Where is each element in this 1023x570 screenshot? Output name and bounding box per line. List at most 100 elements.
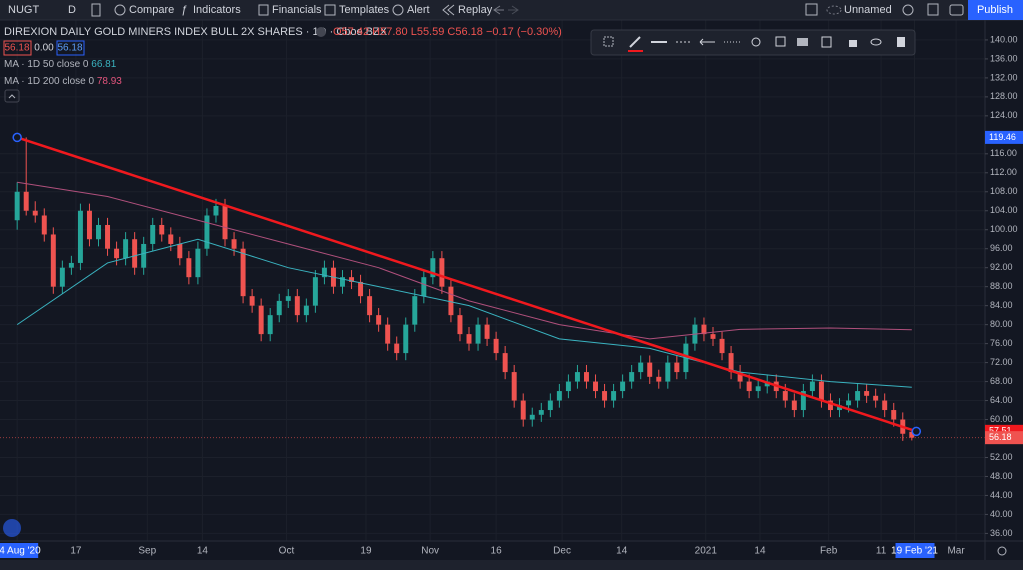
y-tick-label: 112.00	[990, 167, 1017, 177]
hide-tool[interactable]	[870, 38, 882, 46]
candle-body	[710, 334, 716, 339]
compare-button[interactable]: Compare	[129, 4, 174, 16]
delete-tool[interactable]	[897, 37, 905, 47]
candle-body	[276, 300, 282, 316]
candle-body	[303, 305, 309, 316]
axis-settings[interactable]	[997, 546, 1007, 556]
candle-body	[421, 277, 427, 297]
x-tick-label: 04 Aug '20	[0, 546, 41, 557]
visibility-toggle[interactable]	[316, 27, 326, 37]
x-tick-label: Sep	[138, 546, 156, 557]
publish-label: Publish	[977, 4, 1013, 16]
candle-body	[800, 391, 806, 411]
y-tick-label: 68.00	[990, 376, 1013, 386]
candle-body	[59, 267, 65, 287]
publish-button[interactable]	[968, 0, 1023, 20]
candle-body	[846, 400, 852, 406]
bid-box[interactable]	[3, 40, 32, 56]
ask: 56.18	[57, 43, 82, 54]
trendline-handle	[911, 426, 922, 437]
candle-body	[909, 431, 915, 438]
settings-icon[interactable]	[902, 4, 914, 16]
symbol[interactable]: NUGT	[8, 4, 39, 16]
low: L55.59	[411, 26, 445, 38]
candle-body	[629, 372, 635, 382]
candle-body	[864, 391, 870, 396]
price-label-box	[985, 130, 1023, 144]
settings-tool[interactable]	[751, 37, 761, 47]
candle-body	[665, 362, 671, 382]
replay-button[interactable]: Replay	[458, 4, 493, 16]
extend-tool[interactable]	[699, 38, 715, 46]
candle-body	[475, 324, 481, 344]
layout-icon[interactable]	[805, 3, 818, 16]
ma200-value: 78.93	[97, 76, 122, 87]
time-highlight	[0, 543, 39, 558]
candle-body	[764, 381, 770, 387]
chart-type-icon[interactable]	[91, 3, 101, 17]
y-tick-label: 84.00	[990, 300, 1013, 310]
line-color-tool[interactable]	[629, 36, 641, 48]
candle-body	[123, 239, 129, 259]
candle-body	[213, 206, 219, 216]
candle-body	[827, 400, 833, 411]
indicators-button[interactable]: Indicators	[193, 4, 241, 16]
y-tick-label: 128.00	[990, 91, 1018, 101]
alert-button[interactable]: Alert	[407, 4, 430, 16]
redo-icon[interactable]	[508, 5, 519, 15]
candle-body	[728, 353, 734, 373]
visual-order-tool[interactable]	[797, 38, 808, 46]
candle-body	[448, 286, 454, 316]
ma50-value: 66.81	[91, 59, 116, 70]
ma200-name: MA · 1D 200 close 0	[4, 76, 94, 87]
close: C56.18	[447, 26, 482, 38]
y-tick-label: 80.00	[990, 319, 1013, 329]
candle-body	[222, 206, 228, 240]
template-tool[interactable]	[603, 36, 614, 47]
clone-tool[interactable]	[821, 36, 832, 48]
undo-icon[interactable]	[493, 5, 504, 15]
fullscreen-icon[interactable]	[927, 3, 939, 16]
ma50-label: MA · 1D 50 close 0 66.81	[4, 59, 117, 70]
templates-icon	[324, 4, 336, 16]
candle-body	[502, 353, 508, 373]
plot	[0, 20, 985, 541]
ask-box[interactable]	[56, 40, 85, 56]
candle-body	[538, 410, 544, 415]
y-tick-label: 48.00	[990, 471, 1013, 481]
x-tick-label: 14	[197, 546, 209, 557]
candle-body	[547, 400, 553, 411]
lock-tool[interactable]	[849, 40, 857, 47]
open: O57.42	[333, 26, 369, 38]
layout-name[interactable]: Unnamed	[844, 4, 892, 16]
interval[interactable]: D	[68, 4, 76, 16]
candle-body	[32, 210, 38, 216]
y-tick-label: 92.00	[990, 262, 1013, 272]
candle-body	[574, 372, 580, 382]
candle-body	[818, 381, 824, 401]
collapse-icon	[8, 94, 16, 99]
candle-body	[701, 324, 707, 335]
candle-body	[439, 258, 445, 287]
collapse-button[interactable]	[4, 89, 20, 103]
trendline	[16, 136, 917, 433]
logo[interactable]	[3, 519, 21, 537]
ma-line	[17, 181, 912, 340]
alert-tool[interactable]	[775, 36, 786, 47]
templates-button[interactable]: Templates	[339, 4, 390, 16]
candle-body	[186, 258, 192, 278]
candle-body	[385, 324, 391, 344]
snapshot-icon[interactable]	[949, 4, 964, 16]
candle-body	[294, 296, 300, 316]
candle-body	[14, 191, 20, 221]
candle-body	[593, 381, 599, 392]
candle-body	[204, 215, 210, 249]
compare-icon	[114, 4, 126, 16]
candle-body	[132, 239, 138, 268]
y-tick-label: 44.00	[990, 490, 1013, 500]
y-tick-label: 96.00	[990, 243, 1013, 253]
x-tick-label: Nov	[421, 546, 439, 557]
financials-button[interactable]: Financials	[272, 4, 322, 16]
y-tick-label: 136.00	[990, 53, 1018, 63]
